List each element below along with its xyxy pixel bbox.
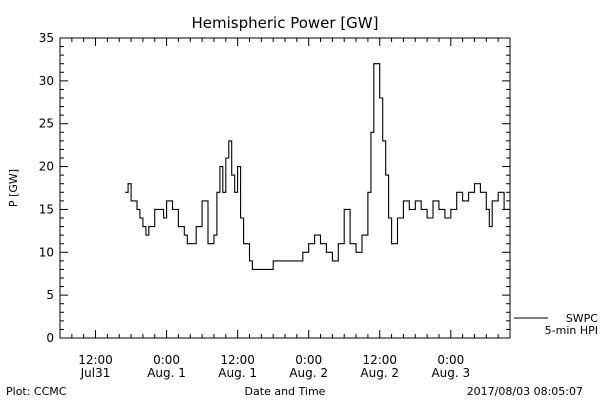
x-tick-time-label: 0:00 — [295, 353, 322, 367]
x-tick-time-label: 0:00 — [153, 353, 180, 367]
y-tick-label: 0 — [46, 331, 54, 345]
x-tick-date-label: Aug. 3 — [431, 366, 470, 380]
x-tick-time-label: 12:00 — [78, 353, 113, 367]
y-tick-label: 25 — [39, 117, 54, 131]
x-tick-date-label: Aug. 2 — [289, 366, 328, 380]
x-tick-date-label: Aug. 1 — [218, 366, 257, 380]
x-tick-time-label: 12:00 — [220, 353, 255, 367]
x-tick-time-label: 0:00 — [437, 353, 464, 367]
series-line-swpc — [125, 63, 511, 270]
y-axis-label: P [GW] — [7, 169, 20, 207]
chart-title: Hemispheric Power [GW] — [192, 14, 379, 32]
legend-label: SWPC — [566, 312, 598, 325]
series-group — [125, 63, 511, 270]
plot-frame — [59, 37, 511, 339]
y-tick-label: 10 — [39, 245, 54, 259]
timestamp: 2017/08/03 08:05:07 — [467, 385, 583, 398]
x-tick-date-label: Aug. 1 — [147, 366, 186, 380]
y-tick-label: 30 — [39, 74, 54, 88]
y-tick-label: 35 — [39, 31, 54, 45]
legend-label: 5-min HPI — [545, 324, 598, 337]
x-axis-label: Date and Time — [245, 385, 326, 398]
plot-credit: Plot: CCMC — [6, 385, 67, 398]
x-tick-date-label: Jul31 — [80, 366, 111, 380]
x-tick-time-label: 12:00 — [362, 353, 397, 367]
x-tick-date-label: Aug. 2 — [360, 366, 399, 380]
y-tick-label: 5 — [46, 288, 54, 302]
y-tick-label: 15 — [39, 202, 54, 216]
y-tick-label: 20 — [39, 160, 54, 174]
